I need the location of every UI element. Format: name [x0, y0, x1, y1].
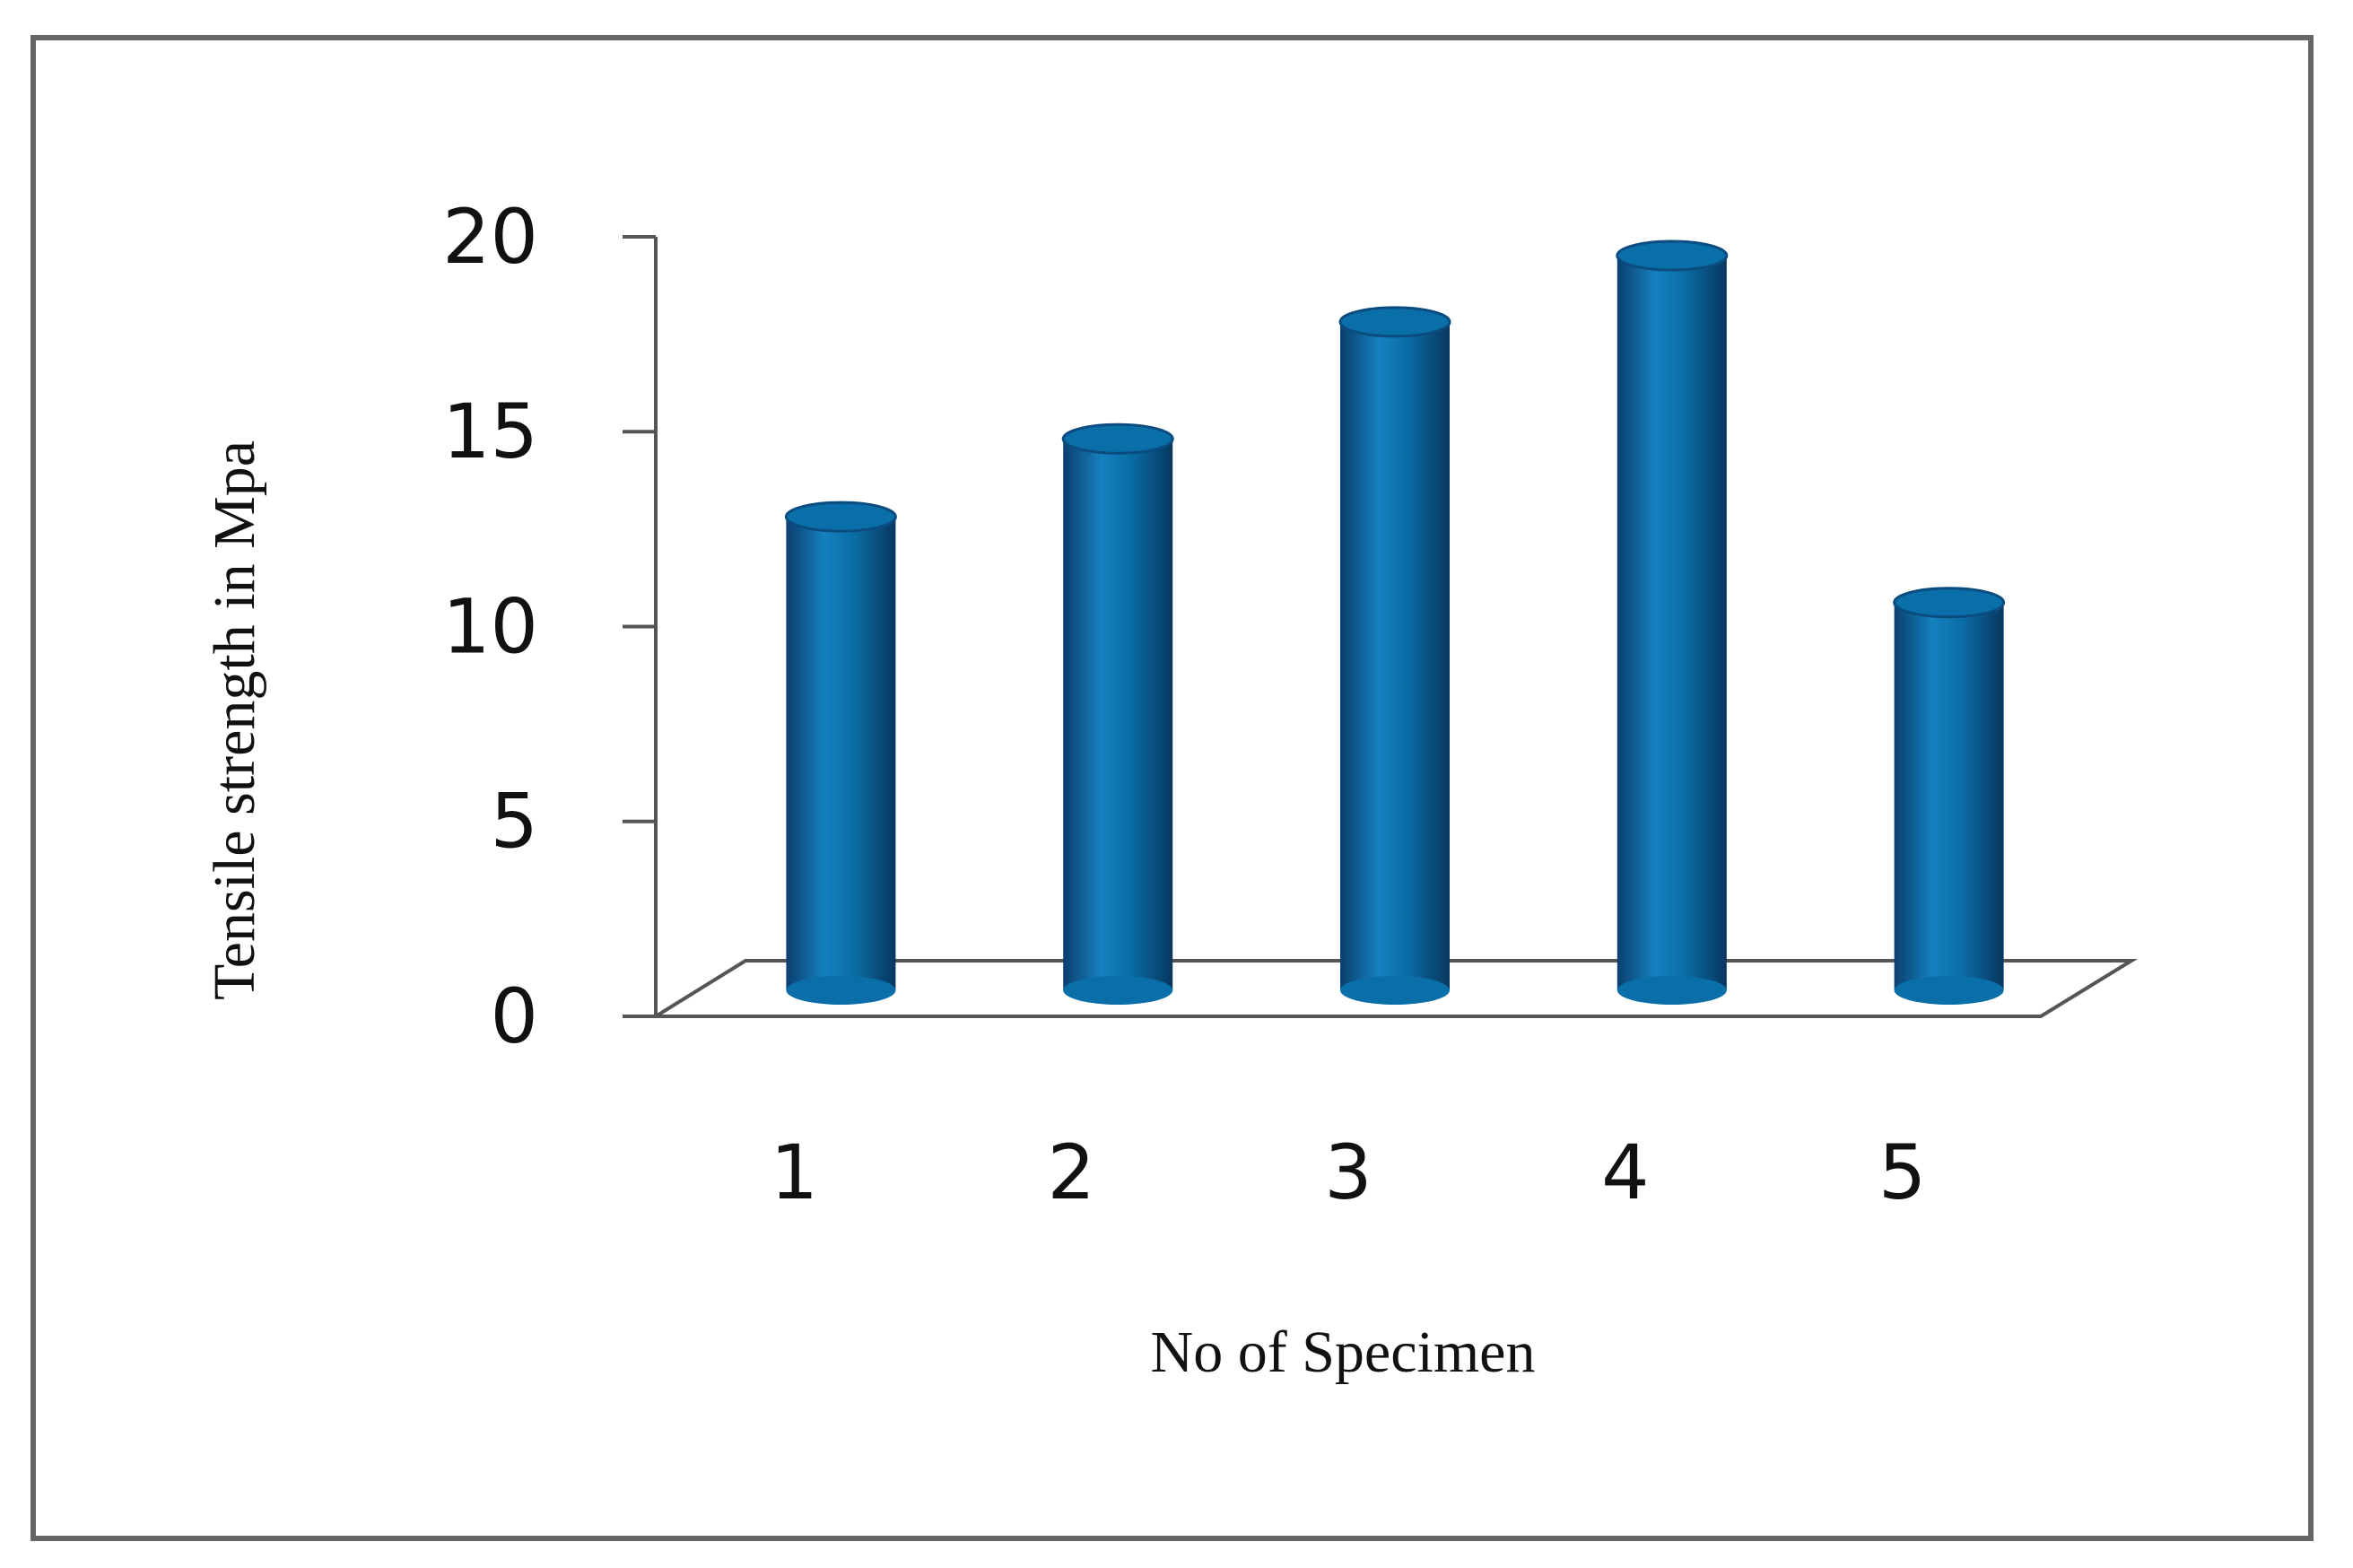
- x-tick-label: 1: [771, 1128, 818, 1216]
- x-tick-label: 4: [1601, 1128, 1649, 1216]
- x-axis-title: No of Specimen: [1151, 1320, 1536, 1385]
- bar-body: [1894, 602, 2004, 990]
- bar-bottom: [1063, 976, 1173, 1005]
- floor: [649, 959, 2139, 1018]
- y-tick-label: 5: [491, 778, 538, 866]
- bar-bottom: [1617, 976, 1727, 1005]
- x-tick-label: 5: [1878, 1128, 1926, 1216]
- y-tick-label: 15: [442, 388, 538, 475]
- y-tick-label: 20: [442, 193, 538, 281]
- bar-body: [1340, 321, 1450, 990]
- x-tick-label: 3: [1324, 1128, 1372, 1216]
- y-tick-label: 0: [491, 972, 538, 1060]
- x-tick-label: 2: [1047, 1128, 1094, 1216]
- bar-bottom: [1340, 976, 1450, 1005]
- y-axis-title: Tensile strength in Mpa: [202, 440, 267, 1000]
- y-tick-label: 10: [442, 582, 538, 670]
- bar-bottom: [1894, 976, 2004, 1005]
- bar-bottom: [786, 976, 896, 1005]
- bar-top: [1338, 306, 1451, 338]
- bar-body: [1063, 439, 1173, 990]
- bar-top: [1893, 587, 2006, 619]
- bar-top: [784, 501, 897, 533]
- bar-top: [1061, 422, 1174, 455]
- bar-body: [1617, 256, 1727, 990]
- bar-top: [1616, 240, 1729, 272]
- bar-body: [786, 517, 896, 990]
